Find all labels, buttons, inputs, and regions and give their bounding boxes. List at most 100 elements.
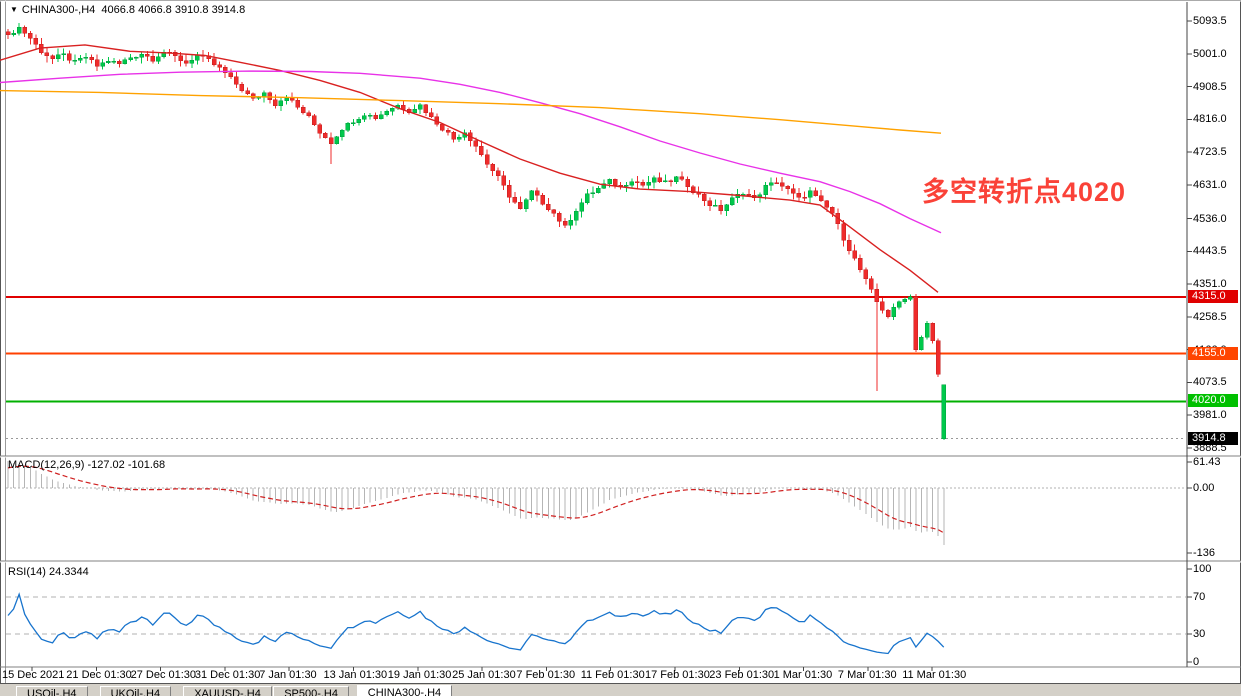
- candle-body: [601, 183, 607, 189]
- tab-xauusd-h4[interactable]: XAUUSD-,H4: [183, 686, 272, 696]
- chart-title: ▼ CHINA300-,H4 4066.8 4066.8 3910.8 3914.…: [10, 4, 245, 16]
- date-axis-label: 13 Jan 01:30: [323, 669, 388, 681]
- candle-body: [713, 204, 718, 207]
- candle-body: [540, 195, 545, 205]
- price-axis-label: 4723.5: [1193, 146, 1227, 159]
- candle-body: [273, 99, 278, 106]
- candle-body: [607, 179, 612, 185]
- candle-body: [345, 122, 351, 131]
- candle-body: [239, 84, 245, 92]
- date-axis-label: 11 Feb 01:30: [580, 669, 645, 681]
- ohlc-open: 4066.8: [101, 4, 136, 16]
- candle-body: [718, 204, 724, 212]
- candle-body: [351, 122, 356, 125]
- candle-body: [484, 154, 490, 165]
- candle-body: [390, 108, 395, 112]
- candle-body: [89, 56, 94, 60]
- candle-body: [189, 60, 195, 64]
- tab-usoil-h4[interactable]: USOil-,H4: [16, 686, 88, 696]
- candle-body: [941, 384, 947, 439]
- date-axis-label: 7 Mar 01:30: [837, 669, 897, 681]
- price-axis-label: 4351.0: [1193, 278, 1227, 291]
- price-axis-label: 4631.0: [1193, 178, 1227, 191]
- rsi-axis-label: 30: [1193, 628, 1206, 640]
- candle-body: [356, 119, 362, 124]
- macd-histogram: [7, 461, 945, 546]
- date-axis-label: 7 Jan 01:30: [259, 669, 317, 681]
- candle-body: [228, 72, 234, 77]
- candle-body: [473, 140, 479, 147]
- chart-tab-bar[interactable]: USOil-,H4 UKOil-,H4 XAUUSD-,H4 SP500-,H4 CHI…: [0, 683, 1241, 696]
- candle-body: [234, 76, 239, 85]
- price-axis-label: 4908.5: [1193, 80, 1227, 93]
- ohlc-close: 3914.8: [211, 4, 246, 16]
- candle-body: [924, 322, 930, 338]
- candle-body: [852, 250, 857, 259]
- candle-body: [5, 31, 11, 35]
- candle-body: [245, 90, 250, 95]
- date-axis-label: 1 Mar 01:30: [773, 669, 833, 681]
- price-axis-label: 3888.5: [1193, 442, 1227, 454]
- candles-series: [5, 23, 947, 441]
- candle-body: [646, 182, 651, 186]
- candle-body: [874, 288, 880, 302]
- candle-body: [841, 223, 846, 241]
- macd-axis-label: 61.43: [1193, 456, 1221, 468]
- candle-body: [328, 137, 334, 144]
- date-axis-label: 31 Dec 01:30: [194, 669, 261, 681]
- candle-body: [323, 132, 328, 139]
- candle-body: [857, 258, 863, 271]
- candle-body: [774, 182, 779, 184]
- candle-body: [384, 111, 390, 115]
- left-splitter[interactable]: [5, 0, 6, 683]
- tab-china300-h4[interactable]: CHINA300-,H4: [356, 685, 453, 696]
- price-axis-label: 3981.0: [1193, 409, 1227, 422]
- tab-ukoil-h4[interactable]: UKOil-,H4: [99, 686, 172, 696]
- date-axis-label: 11 Mar 01:30: [902, 669, 967, 681]
- rsi-indicator-label: RSI(14) 24.3344: [8, 566, 89, 578]
- candle-body: [824, 200, 830, 208]
- annotation-text: 多空转折点4020: [922, 177, 1127, 207]
- candle-body: [585, 193, 590, 203]
- candle-body: [908, 296, 913, 300]
- candle-body: [791, 188, 796, 194]
- candle-body: [373, 115, 378, 120]
- date-axis-label: 23 Feb 01:30: [709, 669, 775, 681]
- candle-body: [490, 164, 495, 172]
- candle-body: [306, 112, 312, 117]
- candle-body: [139, 53, 144, 58]
- candle-body: [195, 54, 200, 61]
- candle-body: [512, 196, 518, 203]
- candle-body: [417, 104, 423, 110]
- candle-body: [133, 56, 139, 59]
- candle-body: [635, 181, 640, 183]
- macd-indicator-label: MACD(12,26,9) -127.02 -101.68: [8, 459, 165, 471]
- collapse-arrow-icon[interactable]: ▼: [10, 5, 18, 14]
- candle-body: [796, 193, 802, 198]
- candle-body: [562, 221, 568, 226]
- candle-body: [724, 204, 729, 212]
- candle-body: [885, 309, 891, 318]
- candle-body: [651, 177, 657, 183]
- candle-body: [117, 60, 122, 65]
- candle-body: [674, 176, 679, 182]
- candle-body: [456, 136, 462, 140]
- candle-body: [501, 175, 506, 186]
- ma-slow-orange: [0, 89, 942, 134]
- tab-sp500-h4[interactable]: SP500-,H4: [273, 686, 349, 696]
- candle-body: [551, 209, 557, 214]
- candle-body: [640, 181, 646, 186]
- candle-body: [785, 185, 791, 190]
- candle-body: [284, 97, 289, 102]
- candle-body: [529, 190, 534, 200]
- candle-body: [707, 200, 713, 206]
- candle-body: [746, 193, 752, 196]
- candle-body: [412, 108, 417, 113]
- candle-body: [156, 56, 161, 62]
- candle-body: [729, 197, 735, 205]
- date-axis-label: 15 Dec 2021: [2, 669, 65, 681]
- candle-body: [612, 179, 618, 186]
- rsi-line: [7, 592, 945, 655]
- candle-body: [111, 60, 117, 63]
